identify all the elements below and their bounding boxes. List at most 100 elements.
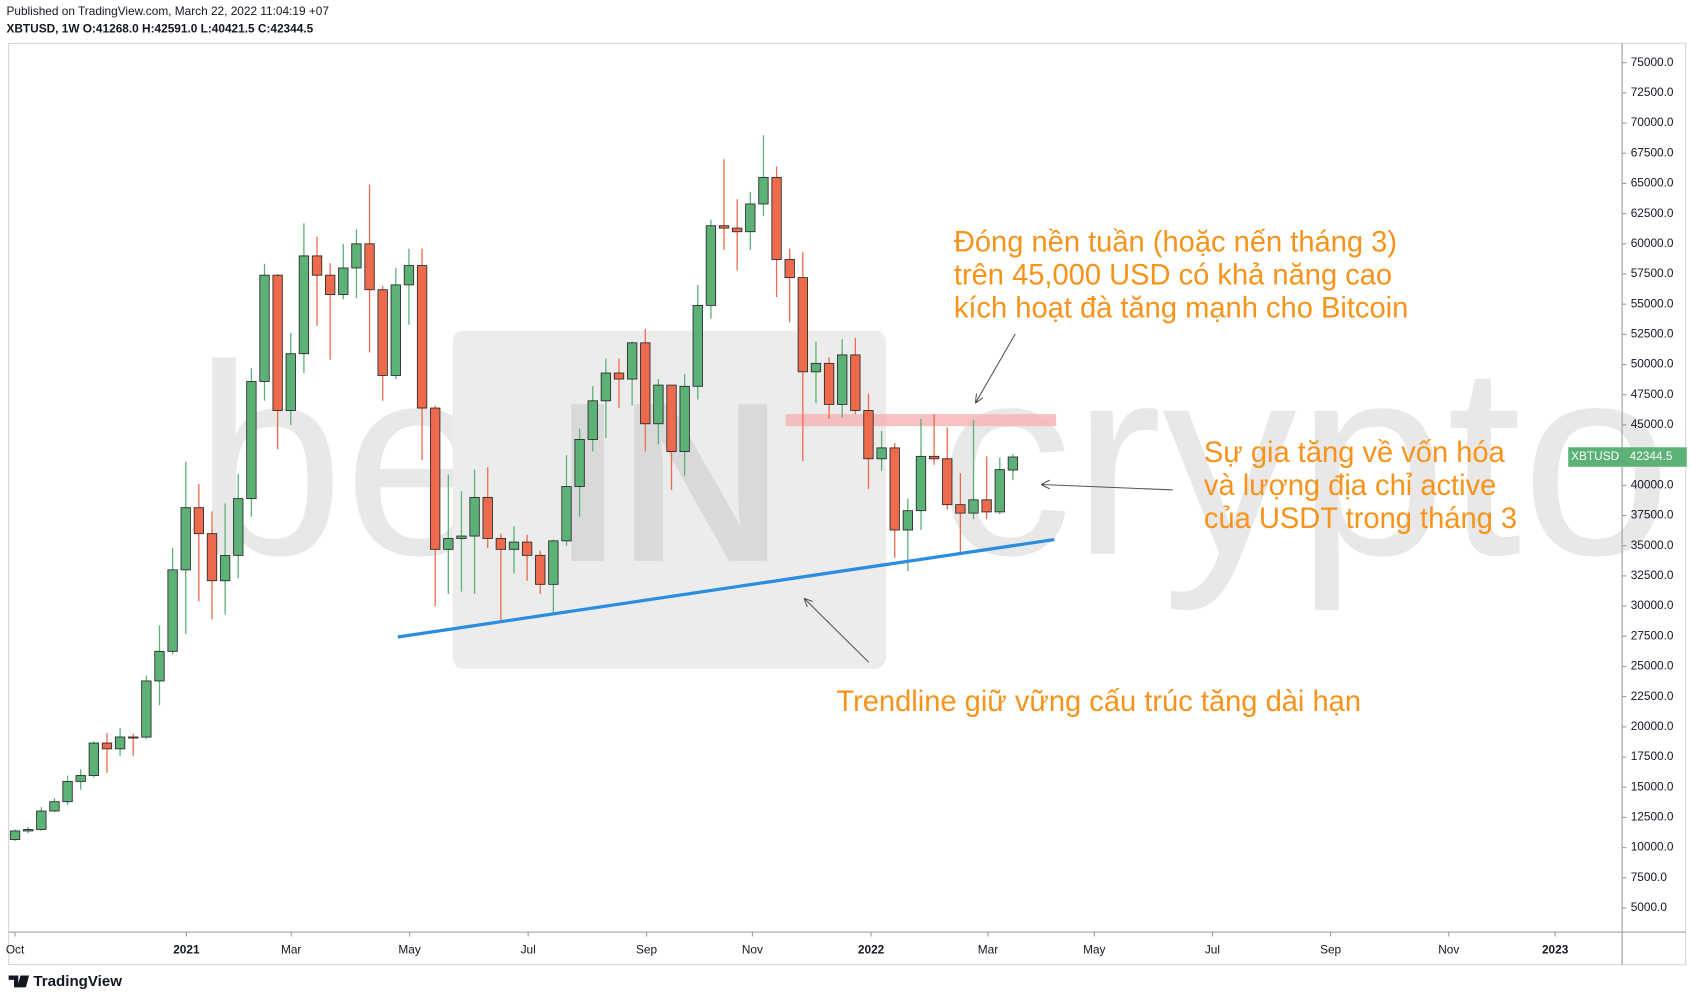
candle-body xyxy=(272,274,283,411)
y-tick-label: 72500.0 xyxy=(1631,85,1674,99)
candle-body xyxy=(889,447,900,531)
published-note: Published on TradingView.com, March 22, … xyxy=(6,4,328,18)
candle-body xyxy=(351,243,362,269)
watermark-right: crypto xyxy=(938,309,1672,613)
x-tick-label: Oct xyxy=(6,943,25,957)
candle-body xyxy=(732,227,743,233)
y-tick-label: 5000.0 xyxy=(1631,900,1668,914)
annotation-line: Sự gia tăng về vốn hóa xyxy=(1204,437,1506,469)
candle-body xyxy=(154,650,165,682)
x-tick-label: Jul xyxy=(521,943,536,957)
candle-body xyxy=(784,259,795,279)
candle-body xyxy=(666,384,677,452)
candle-body xyxy=(114,736,126,750)
candle-body xyxy=(876,447,887,460)
candle-body xyxy=(626,342,638,380)
candle-body xyxy=(863,410,874,460)
candle-body xyxy=(823,362,835,405)
candle-body xyxy=(600,372,612,402)
x-tick-label: Nov xyxy=(1438,943,1459,957)
y-tick-label: 32500.0 xyxy=(1631,568,1674,582)
y-tick-label: 67500.0 xyxy=(1631,145,1674,159)
x-tick-label: 2023 xyxy=(1542,943,1569,957)
x-tick-label: Sep xyxy=(1320,943,1341,957)
annotation-line: Trendline giữ vững cấu trúc tăng dài hạn xyxy=(836,686,1361,718)
y-tick-label: 75000.0 xyxy=(1631,55,1674,69)
candle-body xyxy=(206,533,218,582)
x-tick-label: Mar xyxy=(281,943,301,957)
candle-body xyxy=(180,507,191,571)
y-tick-label: 12500.0 xyxy=(1631,810,1674,824)
x-tick-label: Mar xyxy=(978,943,998,957)
price-tag-box xyxy=(1622,447,1687,467)
candle-body xyxy=(325,274,336,295)
candle-body xyxy=(718,225,730,229)
y-tick-label: 52500.0 xyxy=(1631,327,1674,341)
y-tick-label: 47500.0 xyxy=(1631,387,1674,401)
candle-body xyxy=(233,498,244,556)
y-tick-label: 70000.0 xyxy=(1631,115,1674,129)
y-tick-label: 55000.0 xyxy=(1631,296,1674,310)
y-tick-label: 10000.0 xyxy=(1631,840,1674,854)
candle-body xyxy=(469,496,480,537)
brand-logo: TradingView xyxy=(8,973,122,990)
candle-body xyxy=(968,499,979,514)
candle-body xyxy=(23,829,34,832)
annotation-line: trên 45,000 USD có khả năng cao xyxy=(954,260,1392,292)
candle-body xyxy=(548,540,559,585)
candle-body xyxy=(679,385,690,452)
arrow xyxy=(803,597,870,663)
price-tag-symbol-box xyxy=(1568,447,1623,467)
annotation-line: của USDT trong tháng 3 xyxy=(1204,503,1517,535)
candle-body xyxy=(837,354,848,405)
candle-body xyxy=(771,176,782,260)
y-tick-label: 45000.0 xyxy=(1631,417,1674,431)
candle-body xyxy=(75,775,86,782)
y-tick-label: 40000.0 xyxy=(1631,477,1674,491)
y-tick-label: 37500.0 xyxy=(1631,508,1674,522)
candle-body xyxy=(810,362,822,373)
candle-body xyxy=(364,243,375,291)
candle-body xyxy=(311,255,323,276)
brand-name: TradingView xyxy=(33,973,122,990)
x-tick-label: Nov xyxy=(742,943,763,957)
ohlc-legend: XBTUSD, 1W O:41268.0 H:42591.0 L:40421.5… xyxy=(6,21,313,35)
candle-body xyxy=(640,342,651,425)
candle-body xyxy=(416,265,428,409)
candle-body xyxy=(981,499,992,513)
y-tick-label: 65000.0 xyxy=(1631,176,1674,190)
x-tick-label: Sep xyxy=(636,943,657,957)
y-tick-label: 7500.0 xyxy=(1631,870,1668,884)
candle-body xyxy=(9,830,21,840)
candle-body xyxy=(915,455,927,512)
candle-body xyxy=(377,289,388,376)
candle-body xyxy=(850,354,861,411)
candle-body xyxy=(1007,456,1019,471)
candle-body xyxy=(456,535,467,539)
x-tick-label: Jul xyxy=(1205,943,1220,957)
y-tick-label: 25000.0 xyxy=(1631,659,1674,673)
candle-body xyxy=(141,680,152,738)
arrow xyxy=(1040,479,1173,491)
y-tick-label: 60000.0 xyxy=(1631,236,1674,250)
candle-body xyxy=(561,486,572,542)
x-tick-label: 2022 xyxy=(858,943,885,957)
candle-body xyxy=(36,810,47,830)
candle-body xyxy=(745,203,756,233)
y-tick-label: 50000.0 xyxy=(1631,357,1674,371)
x-tick-label: May xyxy=(1083,943,1105,957)
candle-body xyxy=(285,353,296,411)
candle-body xyxy=(613,372,625,380)
candle-body xyxy=(430,407,441,550)
arrows xyxy=(803,333,1173,663)
candle-body xyxy=(219,554,231,582)
candle-body xyxy=(758,176,769,205)
candle-body xyxy=(298,255,310,355)
candle-body xyxy=(521,541,533,556)
watermark-left: be xyxy=(194,309,494,612)
candle-body xyxy=(443,538,454,550)
watermark: be IN crypto xyxy=(194,309,1671,669)
x-tick-label: 2021 xyxy=(173,943,200,957)
